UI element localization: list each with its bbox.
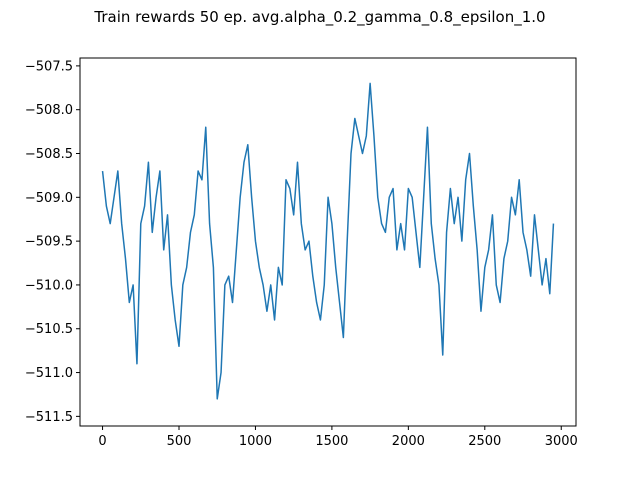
- x-tick-label: 0: [98, 434, 106, 449]
- y-tick-label: −511.0: [25, 366, 73, 381]
- plot-frame: [79, 57, 577, 427]
- y-tick-label: −507.5: [25, 59, 73, 74]
- y-tick-label: −509.0: [25, 191, 73, 206]
- x-tick-label: 500: [167, 434, 192, 449]
- y-tick-label: −510.0: [25, 278, 73, 293]
- x-tick-label: 2500: [468, 434, 501, 449]
- y-tick-label: −509.5: [25, 235, 73, 250]
- y-tick-label: −510.5: [25, 322, 73, 337]
- x-tick-label: 1000: [239, 434, 272, 449]
- x-tick-label: 3000: [545, 434, 578, 449]
- x-tick-label: 2000: [392, 434, 425, 449]
- y-tick-label: −508.5: [25, 147, 73, 162]
- chart-title: Train rewards 50 ep. avg.alpha_0.2_gamma…: [93, 8, 545, 27]
- y-tick-label: −511.5: [25, 410, 73, 425]
- line-series: [101, 82, 555, 400]
- y-tick-label: −508.0: [25, 103, 73, 118]
- x-tick-label: 1500: [315, 434, 348, 449]
